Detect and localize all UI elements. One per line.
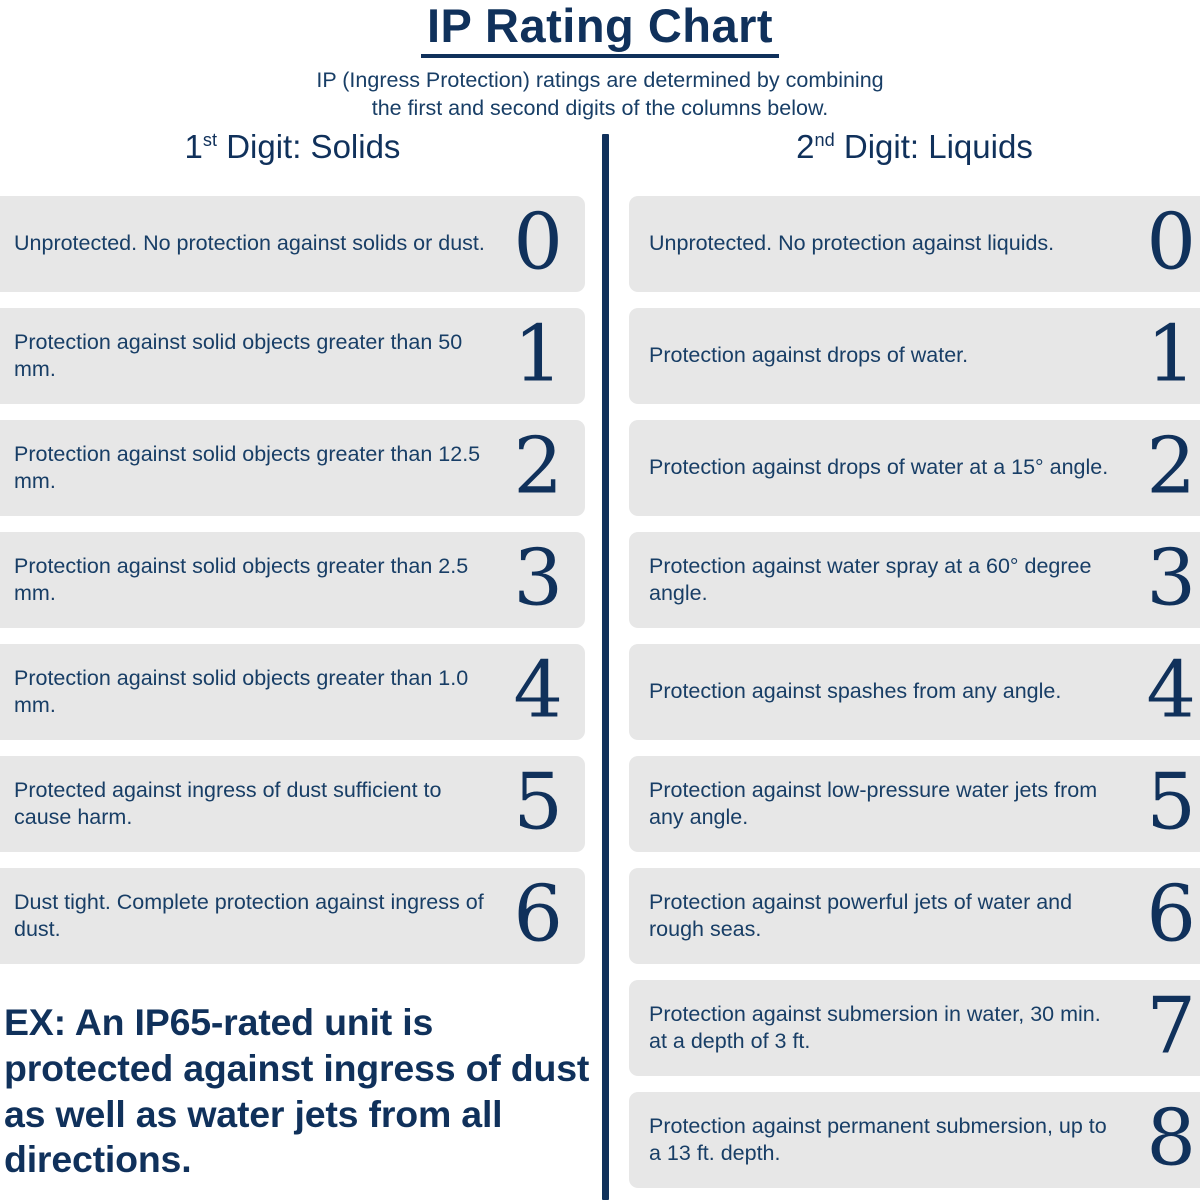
row-digit: 3 — [1146, 533, 1196, 624]
row-description: Protection against drops of water. — [649, 343, 969, 368]
table-row: Protection against permanent submersion,… — [629, 1092, 1200, 1188]
table-row: Protection against drops of water at a 1… — [629, 420, 1200, 516]
row-description: Protection against water spray at a 60° … — [649, 553, 1092, 605]
row-description: Protection against solid objects greater… — [14, 553, 469, 605]
row-digit: 7 — [1146, 981, 1196, 1072]
row-digit: 2 — [513, 421, 563, 512]
page-title: IP Rating Chart — [420, 2, 780, 58]
solids-column: Unprotected. No protection against solid… — [0, 196, 585, 980]
table-row: Protection against spashes from any angl… — [629, 644, 1200, 740]
table-row: Protection against solid objects greater… — [0, 420, 585, 516]
row-description: Protection against solid objects greater… — [14, 329, 463, 381]
column-heading-liquids: 2nd Digit: Liquids — [629, 128, 1200, 166]
column-heading-solids: 1st Digit: Solids — [0, 128, 585, 166]
row-description: Dust tight. Complete protection against … — [14, 889, 484, 941]
table-row: Protection against submersion in water, … — [629, 980, 1200, 1076]
table-row: Protection against low-pressure water je… — [629, 756, 1200, 852]
row-digit: 6 — [513, 869, 563, 960]
liquids-column: Unprotected. No protection against liqui… — [629, 196, 1200, 1204]
table-row: Protection against solid objects greater… — [0, 644, 585, 740]
column-divider — [602, 134, 609, 1200]
row-description: Protection against powerful jets of wate… — [649, 889, 1073, 941]
row-digit: 4 — [1146, 645, 1196, 736]
row-digit: 1 — [1146, 309, 1196, 400]
row-description: Protection against spashes from any angl… — [649, 679, 1062, 704]
table-row: Protected against ingress of dust suffic… — [0, 756, 585, 852]
row-digit: 5 — [513, 757, 563, 848]
liquids-heading-ordinal: nd — [814, 130, 835, 150]
row-digit: 2 — [1146, 421, 1196, 512]
row-digit: 4 — [513, 645, 563, 736]
row-digit: 1 — [513, 309, 563, 400]
liquids-heading-text: Digit: Liquids — [834, 128, 1033, 165]
table-row: Unprotected. No protection against solid… — [0, 196, 585, 292]
row-digit: 0 — [513, 197, 563, 288]
row-description: Unprotected. No protection against liqui… — [649, 231, 1055, 256]
subtitle-line-1: IP (Ingress Protection) ratings are dete… — [316, 68, 884, 92]
example-callout: EX: An IP65-rated unit is protected agai… — [4, 1001, 590, 1181]
solids-heading-ordinal: st — [202, 130, 218, 150]
row-description: Protection against solid objects greater… — [14, 665, 469, 717]
row-description: Protection against low-pressure water je… — [649, 777, 1098, 829]
subtitle-line-2: the first and second digits of the colum… — [371, 95, 829, 120]
row-description: Protection against permanent submersion,… — [649, 1113, 1107, 1165]
solids-heading-number: 1 — [184, 128, 203, 165]
table-row: Dust tight. Complete protection against … — [0, 868, 585, 964]
header: IP Rating Chart IP (Ingress Protection) … — [0, 0, 1200, 123]
table-row: Protection against powerful jets of wate… — [629, 868, 1200, 964]
row-description: Protected against ingress of dust suffic… — [14, 777, 442, 829]
row-digit: 3 — [513, 533, 563, 624]
table-row: Unprotected. No protection against liqui… — [629, 196, 1200, 292]
table-row: Protection against drops of water. 1 — [629, 308, 1200, 404]
row-digit: 0 — [1146, 197, 1196, 288]
column-headings: 1st Digit: Solids 2nd Digit: Liquids — [0, 128, 1200, 180]
solids-heading-text: Digit: Solids — [217, 128, 401, 165]
row-description: Protection against solid objects greater… — [14, 441, 481, 493]
table-row: Protection against water spray at a 60° … — [629, 532, 1200, 628]
table-row: Protection against solid objects greater… — [0, 532, 585, 628]
row-description: Unprotected. No protection against solid… — [14, 231, 485, 256]
row-digit: 8 — [1146, 1093, 1196, 1184]
row-description: Protection against submersion in water, … — [649, 1001, 1101, 1053]
row-digit: 6 — [1146, 869, 1196, 960]
row-digit: 5 — [1146, 757, 1196, 848]
liquids-heading-number: 2 — [796, 128, 815, 165]
table-row: Protection against solid objects greater… — [0, 308, 585, 404]
subtitle: IP (Ingress Protection) ratings are dete… — [0, 67, 1200, 123]
row-description: Protection against drops of water at a 1… — [649, 455, 1109, 480]
